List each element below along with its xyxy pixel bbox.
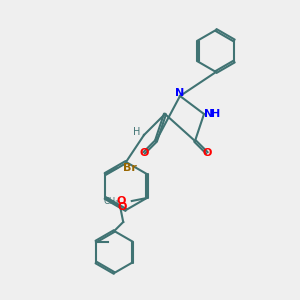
Text: CH₃: CH₃: [103, 196, 118, 206]
Text: H: H: [133, 127, 140, 137]
Text: O: O: [117, 196, 126, 206]
Text: O: O: [139, 148, 149, 158]
Text: O: O: [117, 202, 126, 212]
Text: N: N: [204, 109, 213, 119]
Text: H: H: [212, 109, 220, 119]
Text: Br: Br: [123, 163, 137, 173]
Text: N: N: [176, 88, 184, 98]
Text: O: O: [202, 148, 212, 158]
